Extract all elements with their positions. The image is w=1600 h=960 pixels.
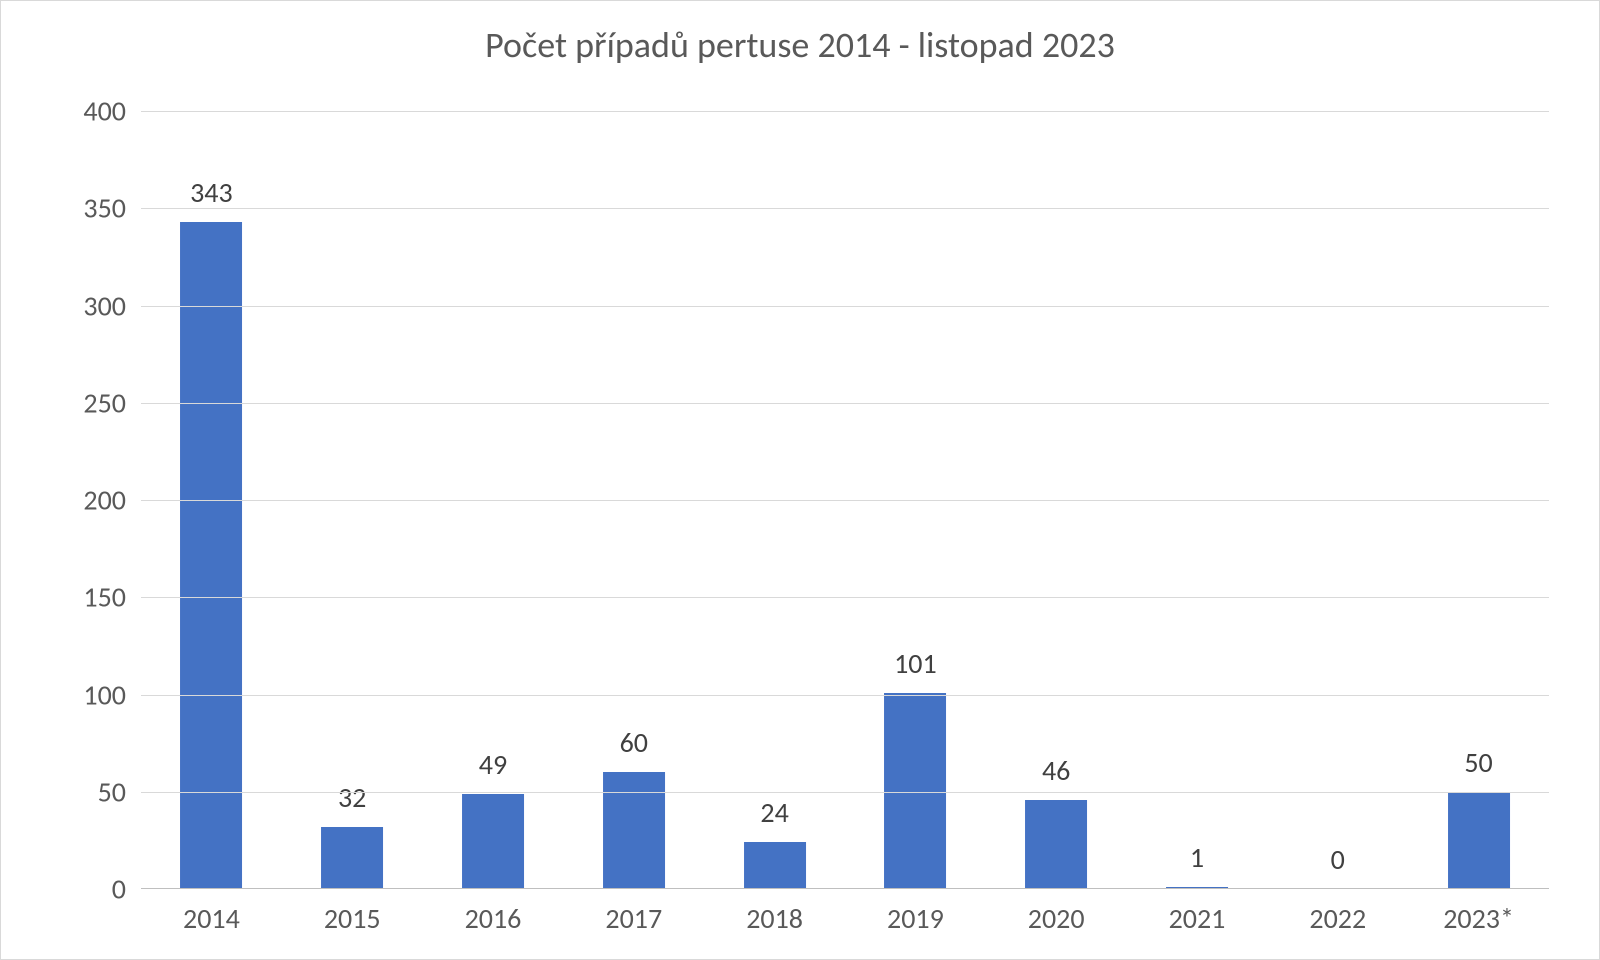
grid-line bbox=[141, 306, 1549, 307]
y-tick-label: 0 bbox=[112, 872, 126, 907]
bar-value-label: 32 bbox=[338, 780, 366, 815]
bar-value-label: 24 bbox=[760, 795, 788, 830]
x-tick-label: 2019 bbox=[845, 889, 986, 949]
bar bbox=[321, 827, 383, 889]
bar-value-label: 60 bbox=[620, 725, 648, 760]
x-tick-label: 2014 bbox=[141, 889, 282, 949]
bar bbox=[1025, 800, 1087, 889]
bar-value-label: 343 bbox=[190, 175, 233, 210]
x-tick-label: 2018 bbox=[704, 889, 845, 949]
bar bbox=[462, 794, 524, 889]
bar-value-label: 50 bbox=[1464, 745, 1492, 780]
y-tick-label: 400 bbox=[83, 94, 126, 129]
y-tick-label: 150 bbox=[83, 580, 126, 615]
x-tick-label: 2021 bbox=[1127, 889, 1268, 949]
x-tick-label: 2023* bbox=[1408, 889, 1549, 949]
bar-value-label: 49 bbox=[479, 747, 507, 782]
y-tick-label: 350 bbox=[83, 191, 126, 226]
grid-line bbox=[141, 500, 1549, 501]
x-tick-label: 2020 bbox=[986, 889, 1127, 949]
bar-value-label: 46 bbox=[1042, 753, 1070, 788]
x-tick-label: 2015 bbox=[282, 889, 423, 949]
bar-value-label: 101 bbox=[894, 646, 937, 681]
chart-container: Počet případů pertuse 2014 - listopad 20… bbox=[0, 0, 1600, 960]
x-tick-label: 2016 bbox=[423, 889, 564, 949]
bar-value-label: 1 bbox=[1190, 840, 1204, 875]
y-tick-label: 250 bbox=[83, 385, 126, 420]
bar-value-label: 0 bbox=[1331, 842, 1345, 877]
grid-line bbox=[141, 597, 1549, 598]
y-tick-label: 300 bbox=[83, 288, 126, 323]
grid-line bbox=[141, 208, 1549, 209]
x-tick-label: 2022 bbox=[1267, 889, 1408, 949]
bar bbox=[1448, 792, 1510, 889]
bar bbox=[603, 772, 665, 889]
y-tick-label: 100 bbox=[83, 677, 126, 712]
chart-title: Počet případů pertuse 2014 - listopad 20… bbox=[1, 23, 1599, 67]
grid-line bbox=[141, 111, 1549, 112]
x-tick-label: 2017 bbox=[563, 889, 704, 949]
y-tick-label: 50 bbox=[98, 774, 126, 809]
plot-area: 34332496024101461050 0501001502002503003… bbox=[141, 111, 1549, 889]
x-axis-labels: 2014201520162017201820192020202120222023… bbox=[141, 889, 1549, 949]
y-tick-label: 200 bbox=[83, 483, 126, 518]
grid-line bbox=[141, 403, 1549, 404]
plot-wrapper: 343 32 49 60 24 101 46 1 0 50 0 50 100 150 200 250 300 3… bbox=[61, 111, 1559, 949]
grid-line bbox=[141, 695, 1549, 696]
grid-line bbox=[141, 792, 1549, 793]
bar bbox=[180, 222, 242, 889]
bar bbox=[744, 842, 806, 889]
